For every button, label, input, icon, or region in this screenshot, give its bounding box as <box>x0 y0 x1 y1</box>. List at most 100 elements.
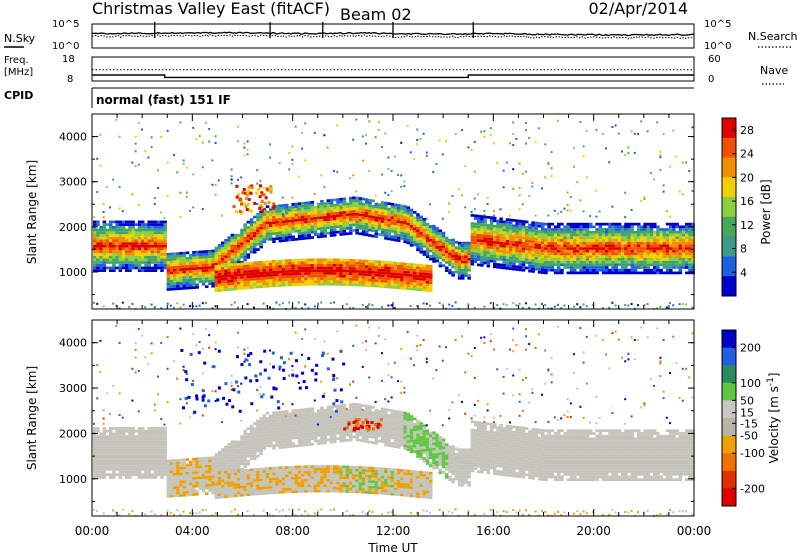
power-cell <box>349 196 353 200</box>
power-cell <box>227 280 231 283</box>
power-cell <box>361 267 366 271</box>
velocity-cell <box>112 451 116 455</box>
power-cell <box>93 231 97 235</box>
power-cell <box>685 249 689 253</box>
power-cell <box>176 276 180 280</box>
power-cell <box>582 222 587 226</box>
power-speck <box>451 305 454 308</box>
velocity-cell <box>128 432 132 436</box>
power-cell <box>323 280 327 283</box>
power-speck <box>240 200 244 204</box>
velocity-cell <box>121 435 126 438</box>
velocity-cell <box>141 448 145 452</box>
power-cell <box>339 264 343 267</box>
power-cell <box>115 220 119 224</box>
power-speck <box>141 128 143 131</box>
power-cell <box>182 278 187 282</box>
power-cell <box>515 238 519 242</box>
power-cell <box>381 266 385 269</box>
power-speck <box>320 174 323 177</box>
power-speck <box>121 301 124 304</box>
velocity-cell <box>102 427 107 430</box>
power-cell <box>291 259 295 262</box>
power-speck <box>269 185 273 189</box>
power-cell <box>403 276 407 279</box>
power-cell <box>112 236 116 240</box>
power-cell <box>233 273 238 277</box>
power-cell <box>125 269 129 272</box>
power-cell <box>144 263 148 267</box>
power-speck <box>160 211 163 214</box>
power-cell <box>112 220 116 224</box>
power-cell <box>601 244 606 248</box>
power-speck <box>662 132 665 135</box>
power-cell <box>374 279 379 282</box>
power-cell <box>621 257 625 261</box>
power-cell <box>649 263 654 267</box>
velocity-cell <box>192 493 196 496</box>
power-cell <box>128 255 132 259</box>
velocity-cell <box>201 462 206 466</box>
power-cell <box>659 230 663 234</box>
power-cell <box>265 265 270 269</box>
power-cell <box>461 255 465 258</box>
power-cell <box>573 230 577 234</box>
power-cell <box>259 234 263 238</box>
power-cell <box>640 239 644 242</box>
power-cell <box>349 272 353 276</box>
power-cell <box>371 199 375 203</box>
velocity-cell <box>157 448 161 452</box>
power-cell <box>563 236 567 240</box>
power-cell <box>403 273 407 277</box>
velocity-cell <box>121 429 126 433</box>
power-cell <box>464 274 468 277</box>
power-speck <box>473 170 476 173</box>
power-speck <box>624 216 627 219</box>
velocity-cell <box>173 483 177 487</box>
power-cell <box>294 224 299 228</box>
power-cell <box>281 239 286 243</box>
power-cell <box>617 241 622 245</box>
power-cell <box>160 261 164 264</box>
velocity-cell <box>137 459 142 463</box>
power-cell <box>217 254 222 258</box>
power-cell <box>291 278 295 281</box>
power-cell <box>144 247 148 251</box>
power-cell <box>317 235 321 239</box>
power-cell <box>438 253 443 257</box>
power-cell <box>275 276 279 279</box>
power-cell <box>278 275 283 279</box>
velocity-cell <box>128 437 132 441</box>
power-cell <box>137 242 142 245</box>
velocity-speck <box>112 385 115 388</box>
power-cell <box>157 247 161 251</box>
power-speck <box>573 147 575 150</box>
velocity-cell <box>153 440 158 444</box>
velocity-speck <box>150 342 153 345</box>
power-cell <box>611 252 615 256</box>
velocity-cell <box>157 467 161 471</box>
power-cell <box>665 244 670 248</box>
power-cell <box>288 278 292 281</box>
power-cell <box>461 252 465 256</box>
velocity-cell <box>205 481 209 485</box>
power-cell <box>230 233 235 237</box>
power-cell <box>467 276 471 280</box>
power-speck <box>118 207 121 210</box>
power-cell <box>630 225 635 229</box>
velocity-cell <box>224 459 228 462</box>
power-cell <box>688 244 692 248</box>
power-cell <box>297 210 302 214</box>
power-cell <box>589 249 593 253</box>
power-cell <box>585 236 590 240</box>
power-cell <box>691 230 695 234</box>
power-cell <box>585 233 590 237</box>
power-cell <box>230 260 235 264</box>
power-cell <box>179 273 183 277</box>
power-cell <box>265 237 270 241</box>
power-cell <box>109 247 113 251</box>
power-speck <box>365 134 367 137</box>
power-cell <box>288 214 292 217</box>
power-cell <box>467 263 471 267</box>
power-speck <box>230 168 233 171</box>
